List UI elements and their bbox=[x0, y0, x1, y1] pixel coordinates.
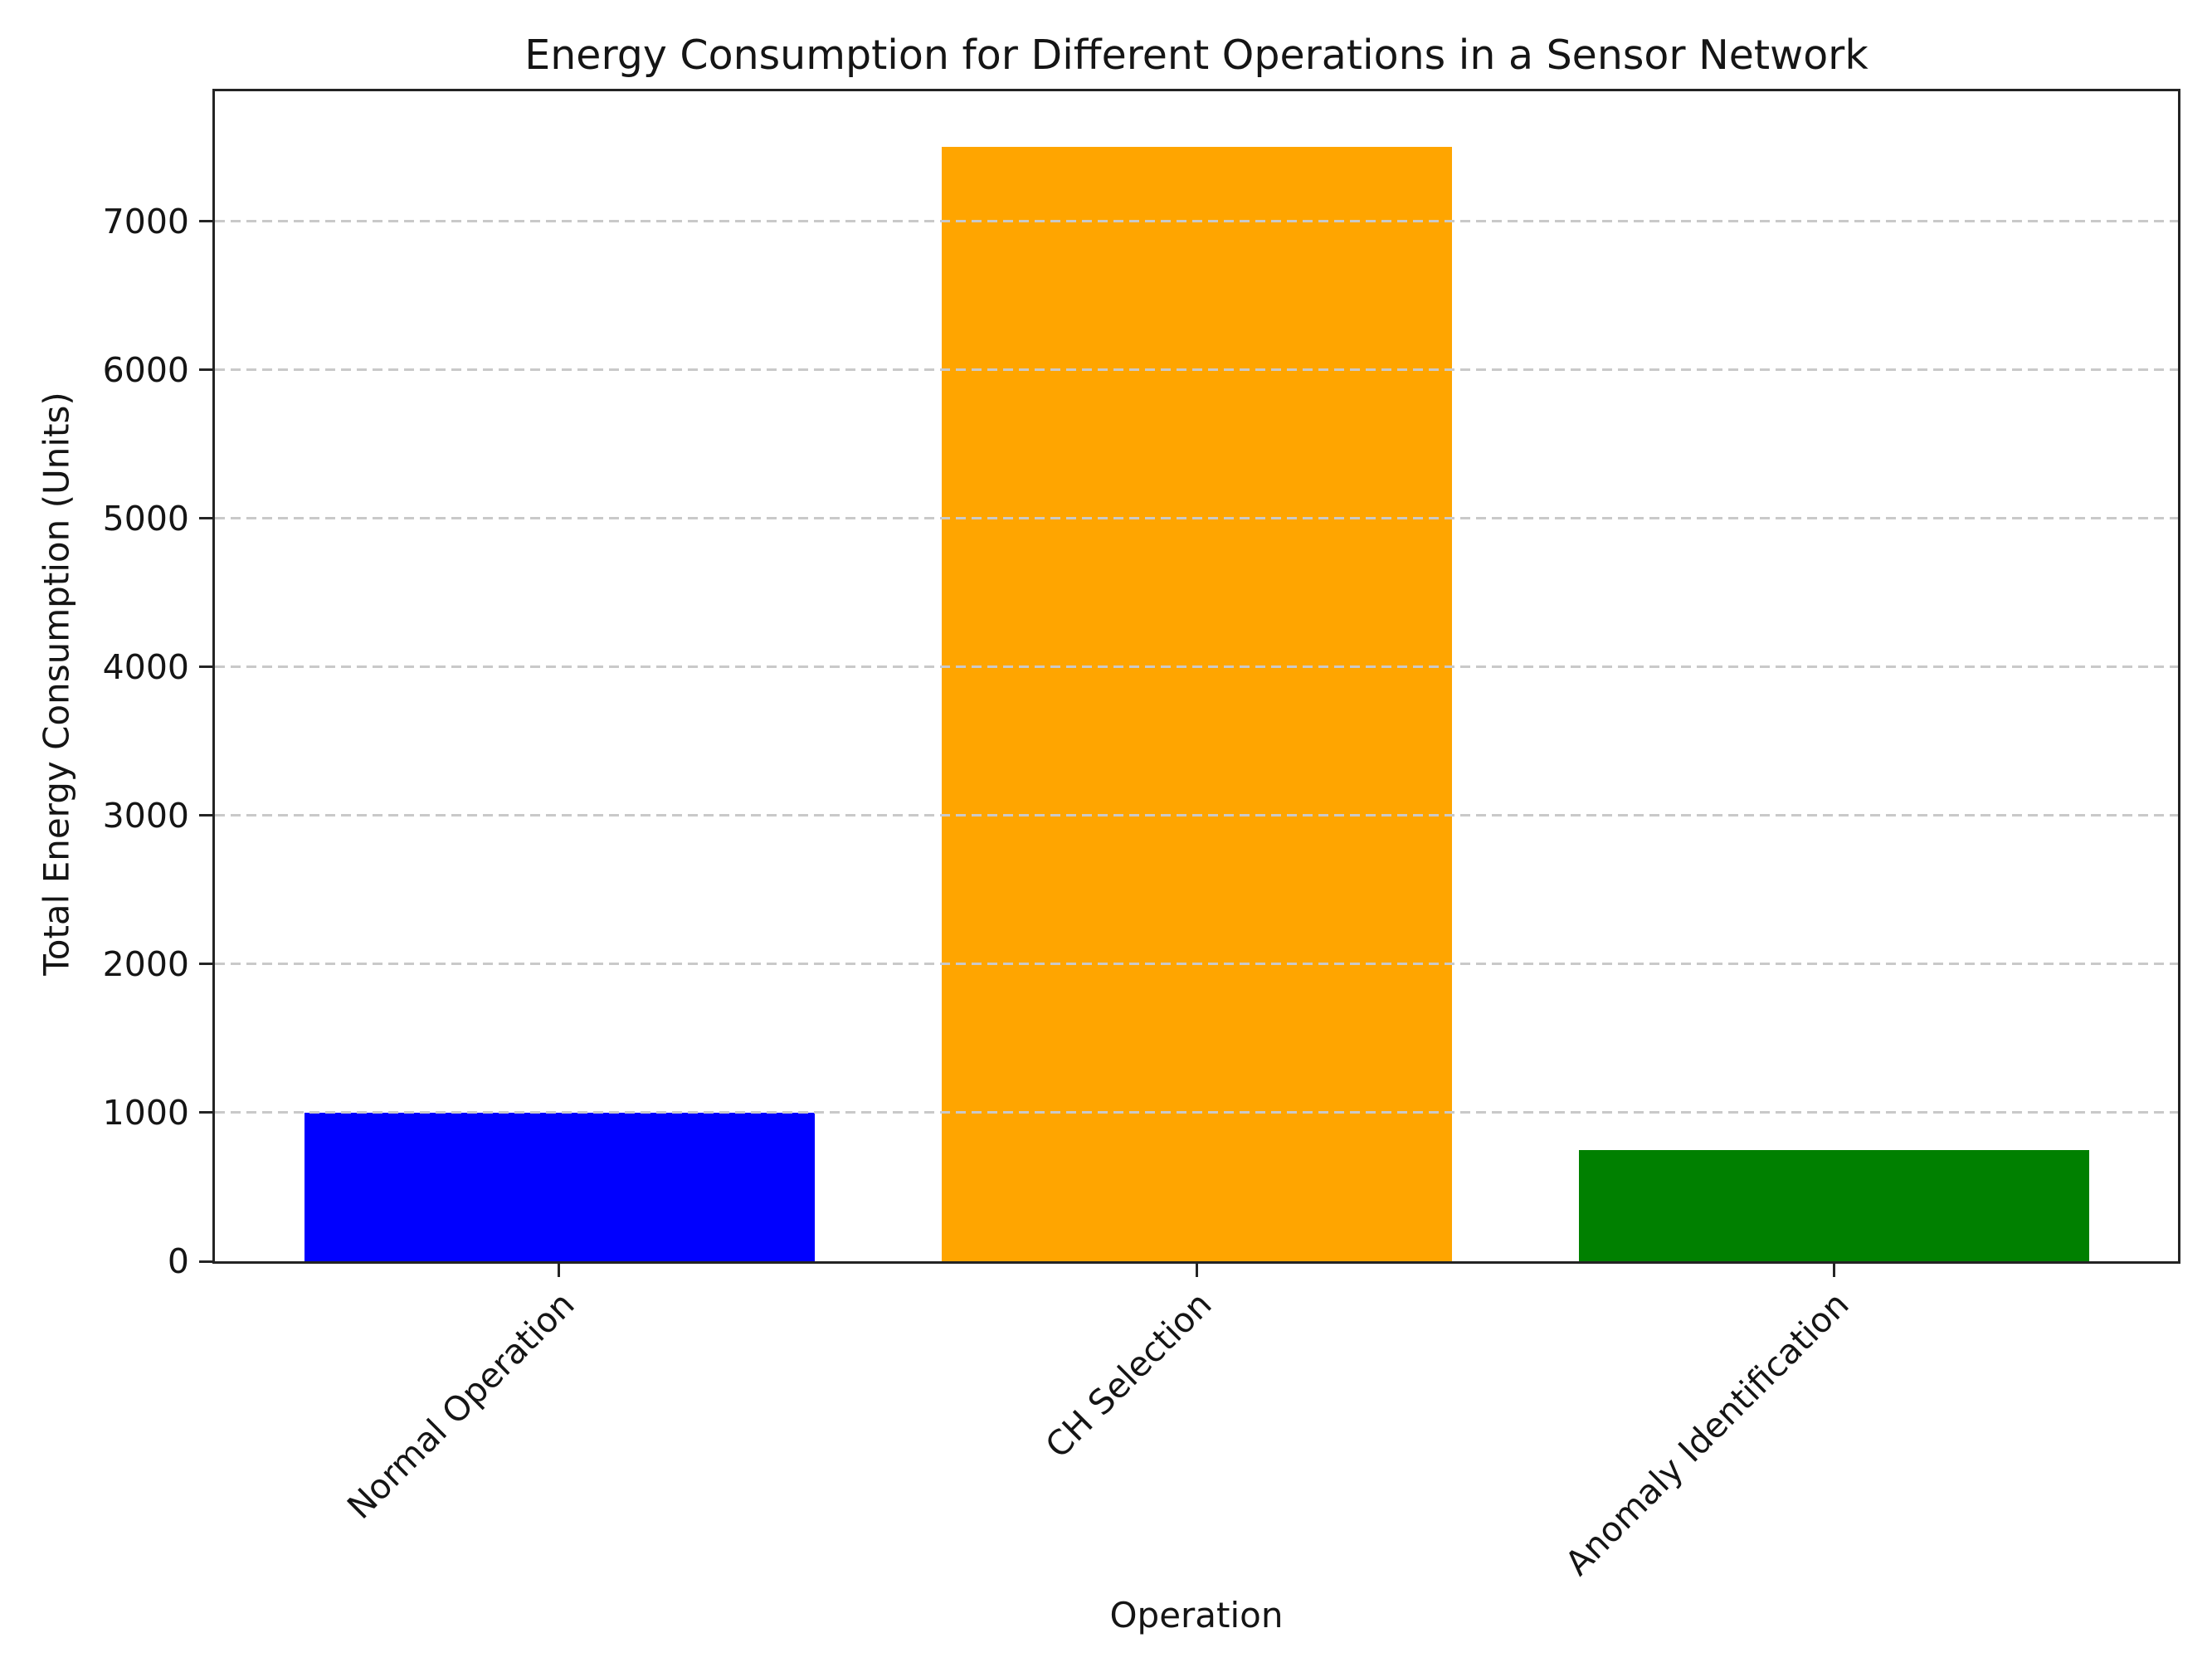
chart-title: Energy Consumption for Different Operati… bbox=[524, 32, 1869, 79]
y-tick-mark bbox=[199, 1260, 212, 1263]
bar-normal-operation bbox=[305, 1113, 815, 1261]
bars-layer bbox=[215, 91, 2178, 1261]
y-tick-label-0: 0 bbox=[167, 1241, 189, 1281]
bar-ch-selection bbox=[942, 147, 1452, 1261]
y-tick-mark bbox=[199, 814, 212, 817]
y-tick-label-7000: 7000 bbox=[102, 202, 189, 241]
y-tick-mark bbox=[199, 517, 212, 519]
y-tick-label-6000: 6000 bbox=[102, 350, 189, 390]
x-tick-mark bbox=[558, 1264, 560, 1277]
x-tick-mark bbox=[1833, 1264, 1835, 1277]
x-tick-label-normal-operation: Normal Operation bbox=[339, 1284, 582, 1527]
y-tick-label-1000: 1000 bbox=[102, 1093, 189, 1133]
y-tick-label-3000: 3000 bbox=[102, 796, 189, 836]
y-tick-mark bbox=[199, 1111, 212, 1114]
x-tick-mark bbox=[1196, 1264, 1198, 1277]
y-axis-label: Total Energy Consumption (Units) bbox=[36, 392, 77, 976]
x-tick-label-ch-selection: CH Selection bbox=[1037, 1284, 1220, 1466]
y-tick-mark bbox=[199, 665, 212, 668]
y-tick-label-4000: 4000 bbox=[102, 647, 189, 687]
plot-area bbox=[212, 89, 2180, 1264]
bar-anomaly-identification bbox=[1579, 1150, 2089, 1261]
x-tick-label-anomaly-identification: Anomaly Identification bbox=[1557, 1284, 1857, 1584]
x-axis-label: Operation bbox=[1109, 1595, 1284, 1635]
y-tick-mark bbox=[199, 963, 212, 965]
y-tick-label-2000: 2000 bbox=[102, 944, 189, 984]
y-tick-mark bbox=[199, 220, 212, 222]
y-tick-mark bbox=[199, 368, 212, 371]
y-tick-label-5000: 5000 bbox=[102, 499, 189, 539]
